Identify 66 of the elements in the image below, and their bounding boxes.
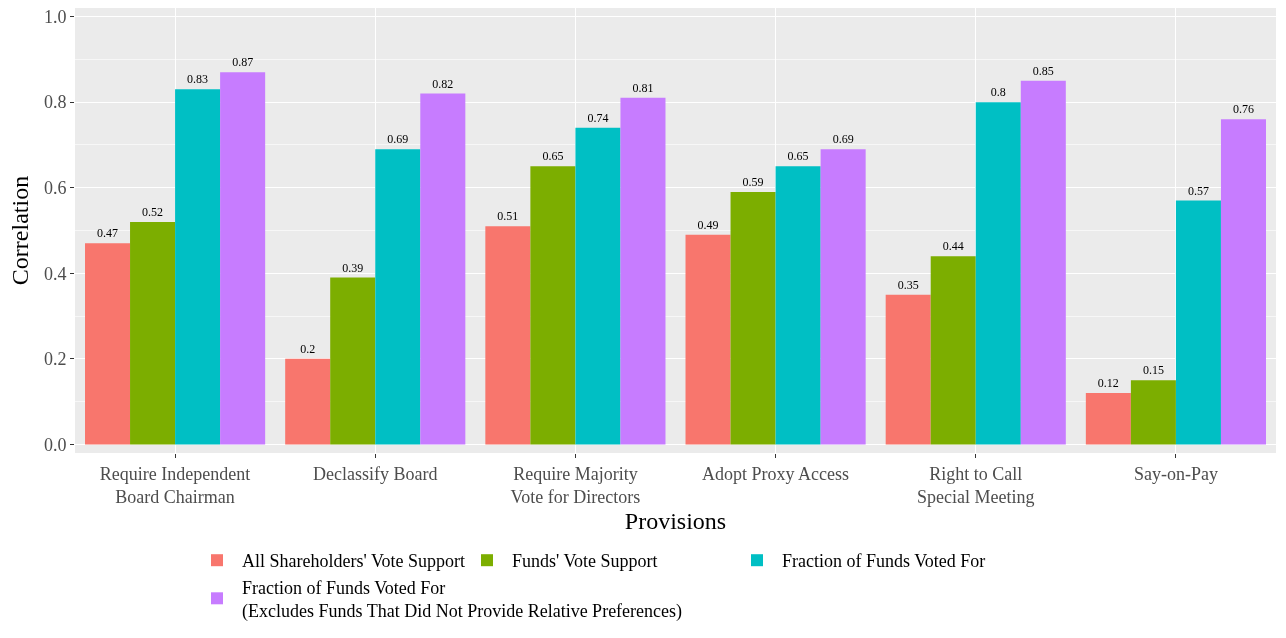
bar	[930, 256, 976, 445]
legend-label: All Shareholders' Vote Support	[242, 551, 466, 572]
data-label: 0.51	[497, 209, 519, 224]
x-tick-label: Say-on-Pay	[1133, 463, 1218, 484]
data-label: 0.15	[1142, 363, 1164, 378]
bar	[485, 226, 531, 445]
bar	[85, 243, 131, 445]
legend-label: Funds' Vote Support	[512, 551, 658, 572]
x-tick-label: Declassify Board	[313, 463, 438, 484]
data-label: 0.2	[300, 341, 316, 356]
data-label: 0.59	[742, 174, 764, 189]
bar	[1020, 80, 1066, 445]
y-tick-label: 0.4	[43, 263, 67, 284]
bar	[775, 166, 821, 445]
legend-label: Fraction of Funds Voted For	[782, 551, 986, 572]
bar	[1175, 200, 1221, 445]
bar	[1220, 119, 1266, 445]
bar	[575, 127, 621, 445]
bar	[285, 358, 331, 445]
bar	[530, 166, 576, 445]
data-label: 0.87	[232, 55, 254, 70]
y-tick-label: 0.0	[43, 434, 67, 455]
data-label: 0.47	[97, 226, 119, 241]
legend-label: Fraction of Funds Voted For (Excludes Funds That Did Not Provide Relative Preferences)	[242, 577, 683, 623]
data-label: 0.85	[1032, 63, 1054, 78]
x-tick-label: Require Majority Vote for Directors	[510, 463, 641, 507]
data-label: 0.82	[432, 76, 454, 91]
y-tick-label: 1.0	[43, 6, 67, 27]
bar	[330, 277, 376, 445]
data-label: 0.74	[587, 110, 609, 125]
data-label: 0.52	[142, 204, 164, 219]
data-label: 0.65	[542, 149, 564, 164]
x-axis-title: Provisions	[624, 508, 727, 535]
bar	[420, 93, 466, 445]
data-label: 0.49	[697, 217, 719, 232]
data-label: 0.69	[387, 132, 409, 147]
bar	[1085, 393, 1131, 445]
bar	[220, 72, 266, 445]
data-label: 0.81	[632, 80, 654, 95]
bar	[820, 149, 866, 445]
y-axis-title: Correlation	[7, 175, 33, 286]
data-label: 0.44	[942, 239, 964, 254]
data-label: 0.39	[342, 260, 364, 275]
bar	[1130, 380, 1176, 445]
data-label: 0.65	[787, 149, 809, 164]
bar	[685, 234, 731, 445]
y-tick-label: 0.2	[43, 349, 67, 370]
data-label: 0.35	[897, 277, 919, 292]
bar	[730, 191, 776, 445]
y-tick-label: 0.6	[43, 178, 67, 199]
bar	[620, 97, 666, 445]
data-label: 0.57	[1187, 183, 1209, 198]
bar	[885, 294, 931, 445]
data-label: 0.83	[187, 72, 209, 87]
bar	[175, 89, 221, 445]
x-tick-label: Adopt Proxy Access	[702, 463, 850, 484]
bar	[130, 221, 176, 445]
bar	[975, 102, 1021, 445]
data-label: 0.8	[990, 85, 1006, 100]
data-label: 0.69	[832, 132, 854, 147]
bar	[375, 149, 421, 445]
x-tick-label: Require Independent Board Chairman	[99, 463, 251, 507]
y-tick-label: 0.8	[43, 92, 67, 113]
data-label: 0.12	[1097, 376, 1119, 391]
x-tick-label: Right to Call Special Meeting	[917, 463, 1035, 507]
data-label: 0.76	[1232, 102, 1254, 117]
